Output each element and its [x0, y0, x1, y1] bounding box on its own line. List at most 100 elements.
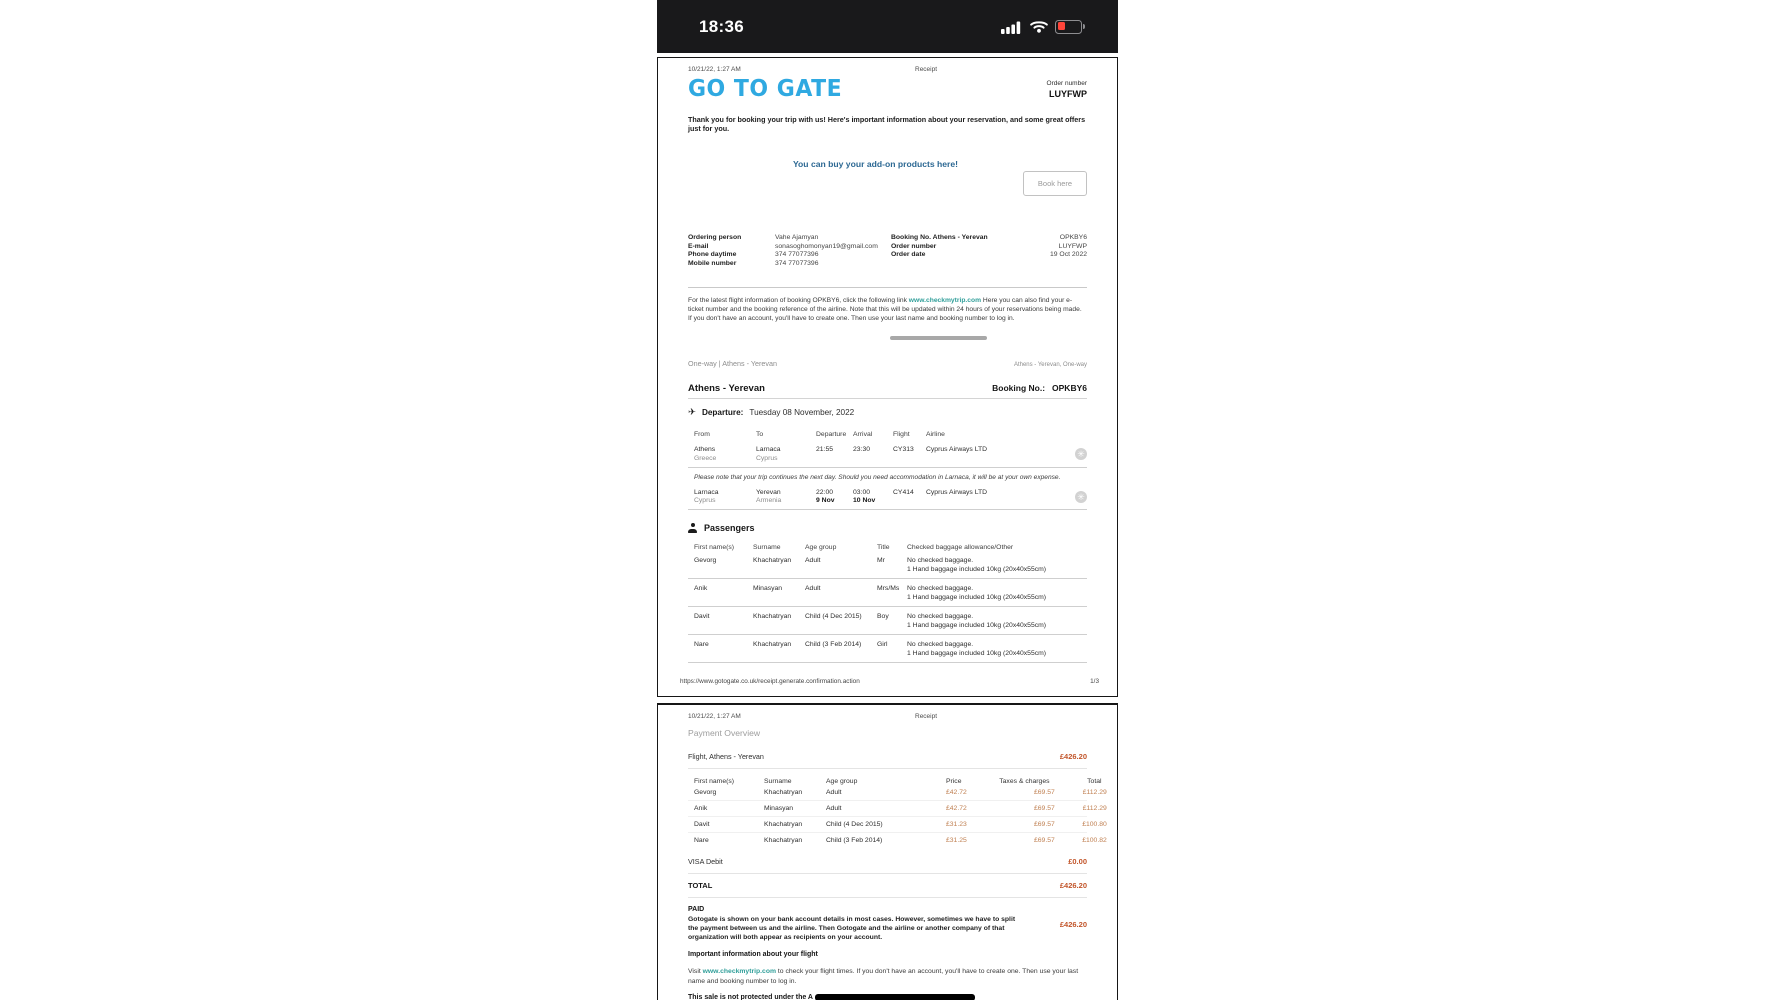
battery-icon: [1055, 19, 1085, 34]
gotogate-logo: GO TO GATE: [688, 76, 843, 103]
flight-info-paragraph: For the latest flight information of boo…: [688, 296, 1087, 323]
to-city: Yerevan: [756, 488, 781, 496]
redaction-bar: [814, 994, 975, 1000]
flight-info-text: Here you can also find your e-ticket num…: [688, 297, 1082, 314]
payment-price: £42.72: [946, 789, 967, 796]
visit-text: Visit: [688, 968, 703, 975]
flight-info-text: For the latest flight information of boo…: [688, 297, 909, 305]
payment-row: Davit Khachatryan Child (4 Dec 2015) £31…: [688, 817, 1107, 833]
payment-surname: Khachatryan: [764, 789, 803, 796]
passenger-surname: Khachatryan: [753, 613, 792, 621]
arrival-time: 23:30: [853, 446, 871, 454]
departure-date: Tuesday 08 November, 2022: [749, 408, 855, 418]
person-icon: [688, 523, 697, 534]
baggage-line2: 1 Hand baggage included 10kg (20x40x55cm…: [907, 566, 1047, 574]
payment-table-header: First name(s) Surname Age group Price Ta…: [688, 778, 1102, 785]
receipt-page-2: 10/21/22, 1:27 AM Receipt Payment Overvi…: [657, 703, 1118, 1000]
passenger-title: Girl: [877, 641, 888, 649]
flight-number: CY313: [893, 446, 914, 454]
passenger-row: Anik Minasyan Adult Mrs/Ms No checked ba…: [688, 579, 1087, 608]
contact-label: Ordering person: [688, 234, 742, 241]
baggage-line1: No checked baggage.: [907, 641, 974, 649]
payment-age-group: Child (4 Dec 2015): [826, 821, 883, 828]
col-from: From: [694, 431, 710, 439]
payment-total: £100.80: [1082, 821, 1107, 828]
col-first-name: First name(s): [694, 778, 735, 785]
to-country: Armenia: [756, 497, 782, 505]
baggage-line2: 1 Hand baggage included 10kg (20x40x55cm…: [907, 622, 1047, 630]
payment-first-name: Anik: [694, 805, 708, 812]
airline-name: Cyprus Airways LTD: [926, 446, 988, 454]
flight-info-text-line2: If you don't have an account, you'll hav…: [688, 315, 1015, 323]
baggage-line1: No checked baggage.: [907, 557, 974, 565]
trip-summary-right: Athens - Yerevan, One-way: [1013, 362, 1087, 369]
passenger-row: Gevorg Khachatryan Adult Mr No checked b…: [688, 551, 1087, 580]
checkmytrip-link[interactable]: www.checkmytrip.com: [702, 968, 777, 975]
wifi-icon: [1030, 21, 1048, 33]
doc-type-label: Receipt: [915, 66, 938, 73]
payment-taxes: £69.57: [1034, 821, 1055, 828]
col-age-group: Age group: [805, 544, 837, 552]
receipt-page-1: 10/21/22, 1:27 AM Receipt GO TO GATE Ord…: [657, 57, 1118, 697]
doc-type-label: Receipt: [915, 713, 938, 720]
col-to: To: [756, 431, 764, 439]
payment-surname: Khachatryan: [764, 837, 803, 844]
order-number-value: LUYFWP: [1049, 89, 1087, 99]
order-info-value: OPKBY6: [1059, 234, 1087, 241]
payment-method-amount: £0.00: [1068, 857, 1087, 866]
departure-label: Departure:: [701, 408, 744, 418]
contact-value: sonasoghomonyan19@gmail.com: [775, 242, 878, 250]
status-bar: 18:36: [657, 0, 1118, 53]
payment-taxes: £69.57: [1034, 789, 1055, 796]
order-number-block: Order number LUYFWP: [1047, 76, 1087, 99]
clock: 18:36: [699, 16, 744, 36]
checkmytrip-link[interactable]: www.checkmytrip.com: [908, 297, 982, 305]
passenger-age-group: Adult: [805, 557, 821, 565]
printed-timestamp: 10/21/22, 1:27 AM: [688, 66, 741, 73]
payment-taxes: £69.57: [1034, 837, 1055, 844]
col-age-group: Age group: [826, 778, 858, 785]
passenger-first-name: Anik: [694, 585, 708, 593]
addon-banner-message: You can buy your add-on products here!: [792, 159, 959, 169]
payment-surname: Minasyan: [764, 805, 794, 812]
book-here-button[interactable]: Book here: [1023, 171, 1087, 196]
flights-table: From To Departure Arrival Flight Airline…: [688, 431, 1087, 511]
contact-label: Mobile number: [688, 259, 737, 267]
passengers-table-header: First name(s) Surname Age group Title Ch…: [688, 544, 1087, 551]
payment-price: £31.25: [946, 837, 967, 844]
order-info-label: Order date: [891, 251, 926, 259]
booking-info-section: Ordering person Vahe Ajamyan E-mail sona…: [688, 234, 1087, 268]
flight-total-amount: £426.20: [1059, 752, 1087, 761]
passenger-age-group: Child (3 Feb 2014): [805, 641, 862, 649]
payment-first-name: Nare: [694, 837, 709, 844]
payment-row: Nare Khachatryan Child (3 Feb 2014) £31.…: [688, 833, 1107, 848]
row-divider: [688, 466, 1087, 468]
payment-total: £112.29: [1082, 805, 1107, 812]
flight-total-label: Flight, Athens - Yerevan: [688, 752, 764, 761]
order-info-label: Order number: [891, 242, 937, 250]
payment-price: £42.72: [946, 805, 967, 812]
payment-overview-title: Payment Overview: [688, 728, 761, 738]
ordering-person-details: Ordering person Vahe Ajamyan E-mail sona…: [688, 234, 878, 268]
col-airline: Airline: [926, 431, 945, 439]
passenger-surname: Khachatryan: [753, 641, 792, 649]
col-departure: Departure: [816, 431, 847, 439]
visit-paragraph: Visit www.checkmytrip.com to check your …: [688, 967, 1087, 986]
col-arrival: Arrival: [853, 431, 873, 439]
passenger-row: Davit Khachatryan Child (4 Dec 2015) Boy…: [688, 607, 1087, 636]
passenger-title: Mr: [877, 557, 885, 565]
thank-you-message: Thank you for booking your trip with us!…: [688, 115, 1086, 133]
route-title: Athens - Yerevan: [688, 383, 765, 395]
col-total: Total: [1087, 778, 1102, 785]
passenger-row: Nare Khachatryan Child (3 Feb 2014) Girl…: [688, 635, 1087, 664]
paid-section: PAID Gotogate is shown on your bank acco…: [688, 906, 1087, 942]
section-divider: [688, 287, 1087, 289]
contact-value: Vahe Ajamyan: [775, 234, 819, 241]
contact-value: 374 77077396: [775, 259, 819, 267]
status-icons: [1001, 19, 1085, 34]
visit-text: to check your flight times. If you don't…: [688, 968, 1079, 985]
col-title: Title: [877, 544, 890, 552]
payment-row: Anik Minasyan Adult £42.72 £69.57 £112.2…: [688, 801, 1107, 817]
booking-number-value: OPKBY6: [1052, 383, 1087, 394]
important-info-heading: Important information about your flight: [688, 951, 818, 958]
